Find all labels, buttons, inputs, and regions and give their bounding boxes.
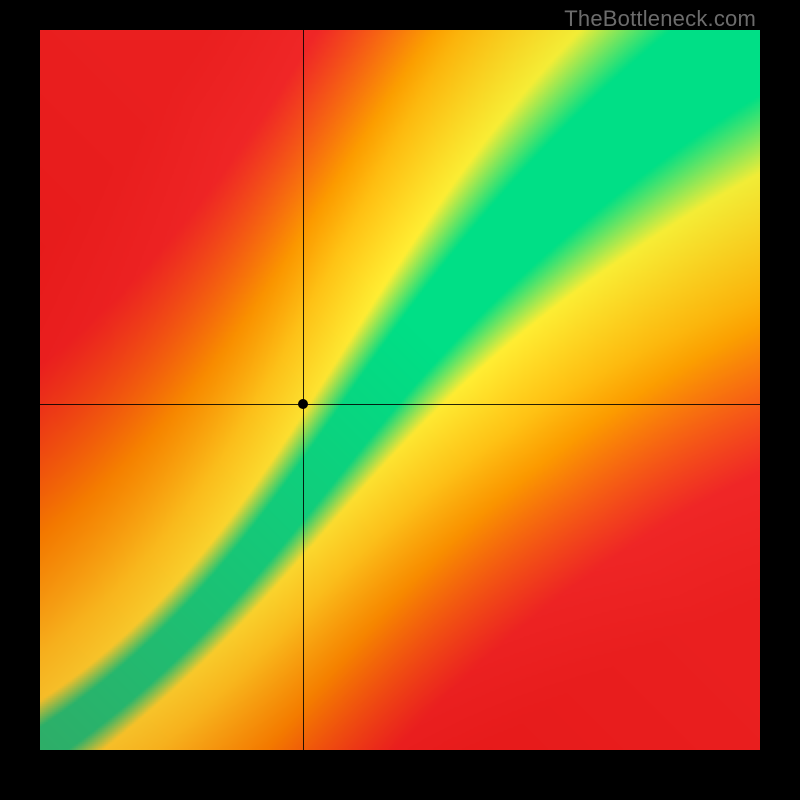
crosshair-horizontal [40,404,760,405]
heatmap-chart [40,30,760,750]
heatmap-canvas [40,30,760,750]
crosshair-marker-dot [298,399,308,409]
crosshair-vertical [303,30,304,750]
watermark-text: TheBottleneck.com [564,6,756,32]
